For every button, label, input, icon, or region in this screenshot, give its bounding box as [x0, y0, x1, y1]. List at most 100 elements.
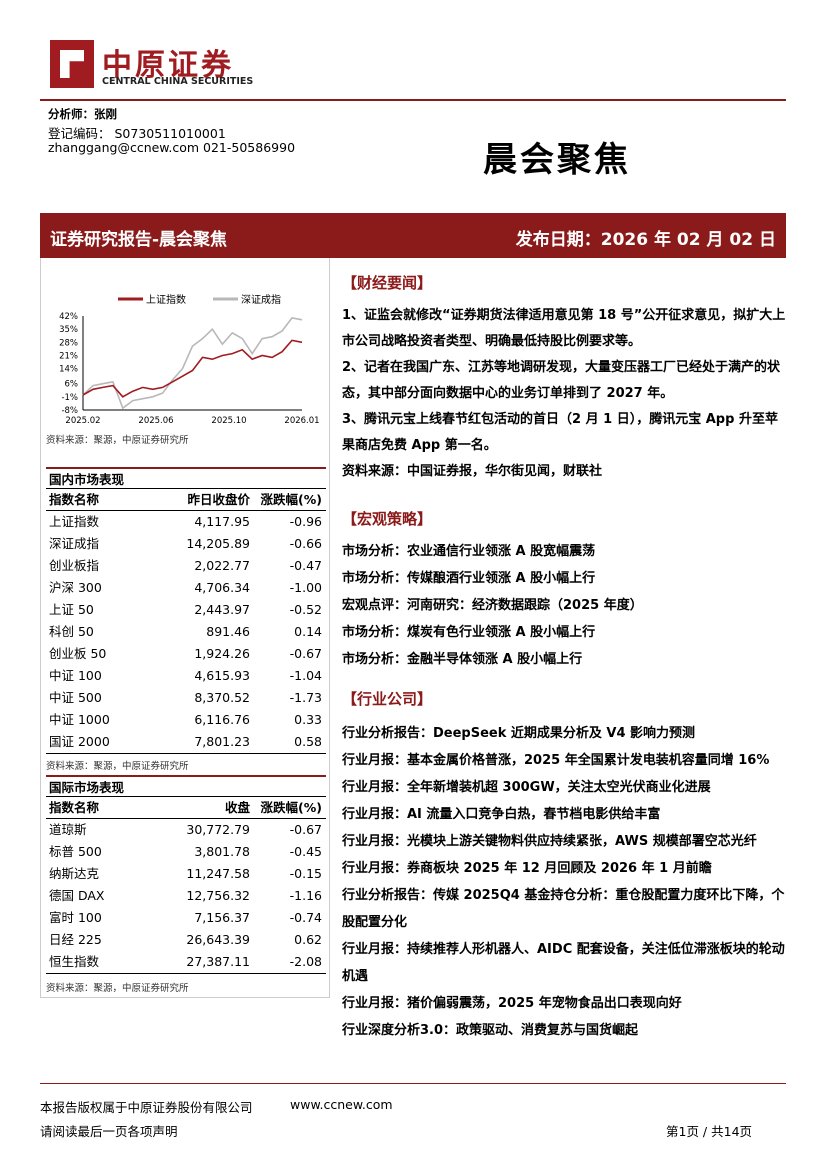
header-divider	[40, 99, 786, 101]
index-name: 中证 100	[49, 668, 102, 683]
banner-left: 证券研究报告-晨会聚焦	[50, 230, 228, 250]
news-item: 2、记者在我国广东、江苏等地调研发现，大量变压器工厂已经处于满产的状态，其中部分…	[342, 360, 781, 401]
footer-website[interactable]: www.ccnew.com	[290, 1097, 393, 1112]
finance-news-title: 【财经要闻】	[342, 274, 433, 292]
table-row: 科创 50 891.46 0.14	[46, 621, 326, 643]
industry-title: 【行业公司】	[342, 690, 433, 708]
x-tick-label: 2025.10	[211, 416, 246, 425]
table-row: 创业板 50 1,924.26 -0.67	[46, 643, 326, 665]
industry-item[interactable]: 行业月报：持续推荐人形机器人、AIDC 配套设备，关注低位滞涨板块的轮动机遇	[342, 942, 785, 984]
change-value: -2.08	[289, 954, 322, 969]
domestic-title: 国内市场表现	[46, 467, 326, 489]
macro-item[interactable]: 宏观点评：河南研究：经济数据跟踪（2025 年度）	[342, 598, 643, 613]
col-close: 昨日收盘价	[187, 492, 250, 507]
macro-title: 【宏观策略】	[342, 510, 433, 528]
close-value: 2,022.77	[194, 558, 250, 573]
domestic-source: 资料来源：聚源，中原证券研究所	[46, 761, 189, 772]
industry-item[interactable]: 行业分析报告：DeepSeek 近期成果分析及 V4 影响力预测	[342, 726, 696, 741]
table-row: 富时 100 7,156.37 -0.74	[46, 907, 326, 929]
x-tick-label: 2025.02	[65, 416, 100, 425]
index-name: 上证指数	[49, 514, 100, 529]
index-name: 创业板指	[49, 558, 100, 573]
index-name: 富时 100	[49, 910, 102, 925]
industry-item[interactable]: 行业月报：猪价偏弱震荡，2025 年宠物食品出口表现向好	[342, 996, 682, 1011]
close-value: 4,615.93	[194, 668, 250, 683]
col-name: 指数名称	[49, 492, 100, 507]
industry-item[interactable]: 行业分析报告：传媒 2025Q4 基金持仓分析：重仓股配置力度环比下降，个股配置…	[342, 888, 785, 930]
table-header: 指数名称 收盘 涨跌幅(%)	[46, 797, 326, 819]
close-value: 7,156.37	[194, 910, 250, 925]
close-value: 8,370.52	[194, 690, 250, 705]
y-tick-label: -8%	[61, 406, 78, 416]
industry-list: 行业分析报告：DeepSeek 近期成果分析及 V4 影响力预测行业月报：基本金…	[342, 720, 787, 1044]
table-row: 上证 50 2,443.97 -0.52	[46, 599, 326, 621]
page-number: 第1页 / 共14页	[666, 1124, 753, 1139]
macro-item[interactable]: 市场分析：煤炭有色行业领涨 A 股小幅上行	[342, 625, 596, 640]
footer-disclaimer: 请阅读最后一页各项声明	[40, 1124, 178, 1139]
close-value: 4,706.34	[194, 580, 250, 595]
change-value: -1.16	[289, 888, 322, 903]
table-row: 中证 1000 6,116.76 0.33	[46, 709, 326, 731]
industry-item[interactable]: 行业月报：全年新增装机超 300GW，关注太空光伏商业化进展	[342, 780, 711, 795]
change-value: -0.74	[289, 910, 322, 925]
footer-divider	[40, 1083, 786, 1084]
close-value: 2,443.97	[194, 602, 250, 617]
macro-item[interactable]: 市场分析：传媒酿酒行业领涨 A 股小幅上行	[342, 571, 596, 586]
change-value: -0.52	[289, 602, 322, 617]
table-row: 道琼斯 30,772.79 -0.67	[46, 819, 326, 841]
close-value: 4,117.95	[194, 514, 250, 529]
series-line-sz	[82, 317, 303, 410]
y-tick-label: 6%	[65, 380, 79, 390]
index-name: 沪深 300	[49, 580, 102, 595]
col-change: 涨跌幅(%)	[260, 492, 322, 507]
change-value: -1.00	[289, 580, 322, 595]
col-close: 收盘	[224, 800, 250, 815]
close-value: 891.46	[206, 624, 250, 639]
footer-copyright: 本报告版权属于中原证券股份有限公司	[40, 1100, 253, 1115]
index-name: 道琼斯	[49, 822, 87, 837]
table-row: 德国 DAX 12,756.32 -1.16	[46, 885, 326, 907]
index-name: 德国 DAX	[49, 888, 105, 903]
change-value: -0.67	[289, 646, 322, 661]
domestic-table: 国内市场表现 指数名称 昨日收盘价 涨跌幅(%) 上证指数 4,117.95 -0.…	[46, 467, 326, 772]
index-name: 国证 2000	[49, 734, 110, 749]
industry-item[interactable]: 行业月报：AI 流量入口竞争白热，春节档电影供给丰富	[342, 807, 661, 822]
logo-cn: 中原证券	[102, 48, 234, 83]
col-change: 涨跌幅(%)	[260, 800, 322, 815]
industry-item[interactable]: 行业月报：光模块上游关键物料供应持续紧张，AWS 规模部署空芯光纤	[342, 834, 757, 849]
analyst-contact: zhanggang@ccnew.com 021-50586990	[48, 140, 296, 155]
index-name: 中证 500	[49, 690, 102, 705]
close-value: 1,924.26	[194, 646, 250, 661]
index-name: 恒生指数	[49, 954, 100, 969]
international-title: 国际市场表现	[46, 775, 326, 797]
industry-item[interactable]: 行业深度分析3.0：政策驱动、消费复苏与国货崛起	[342, 1023, 639, 1038]
logo-mark-icon	[50, 40, 94, 88]
close-value: 26,643.39	[186, 932, 250, 947]
news-item: 3、腾讯元宝上线春节红包活动的首日（2 月 1 日），腾讯元宝 App 升至苹果…	[342, 412, 778, 453]
y-tick-label: 35%	[59, 325, 78, 335]
industry-item[interactable]: 行业月报：券商板块 2025 年 12 月回顾及 2026 年 1 月前瞻	[342, 861, 712, 876]
analyst-reg: 登记编码： S0730511010001	[48, 126, 226, 141]
close-value: 27,387.11	[186, 954, 250, 969]
change-value: -0.67	[289, 822, 322, 837]
left-column	[40, 258, 330, 998]
macro-item[interactable]: 市场分析：农业通信行业领涨 A 股宽幅震荡	[342, 544, 596, 559]
international-table: 国际市场表现 指数名称 收盘 涨跌幅(%) 道琼斯 30,772.79 -0.67 标…	[46, 775, 326, 994]
change-value: -0.47	[289, 558, 322, 573]
close-value: 3,801.78	[194, 844, 250, 859]
table-row: 深证成指 14,205.89 -0.66	[46, 533, 326, 555]
series-line-sh	[82, 339, 303, 398]
change-value: -0.15	[289, 866, 322, 881]
change-value: -0.66	[289, 536, 322, 551]
index-name: 科创 50	[49, 624, 94, 639]
change-value: 0.33	[294, 712, 322, 727]
y-tick-label: 42%	[59, 312, 78, 322]
macro-item[interactable]: 市场分析：金融半导体领涨 A 股小幅上行	[342, 652, 583, 667]
x-tick-label: 2026.01	[284, 416, 319, 425]
table-row: 中证 100 4,615.93 -1.04	[46, 665, 326, 687]
finance-news: 1、证监会就修改“证券期货法律适用意见第 18 号”公开征求意见，拟扩大上市公司…	[342, 303, 787, 485]
analyst-name: 分析师：张刚	[48, 107, 117, 121]
industry-item[interactable]: 行业月报：基本金属价格普涨，2025 年全国累计发电装机容量同增 16%	[342, 753, 770, 768]
table-row: 上证指数 4,117.95 -0.96	[46, 511, 326, 533]
news-item: 1、证监会就修改“证券期货法律适用意见第 18 号”公开征求意见，拟扩大上市公司…	[342, 308, 786, 349]
